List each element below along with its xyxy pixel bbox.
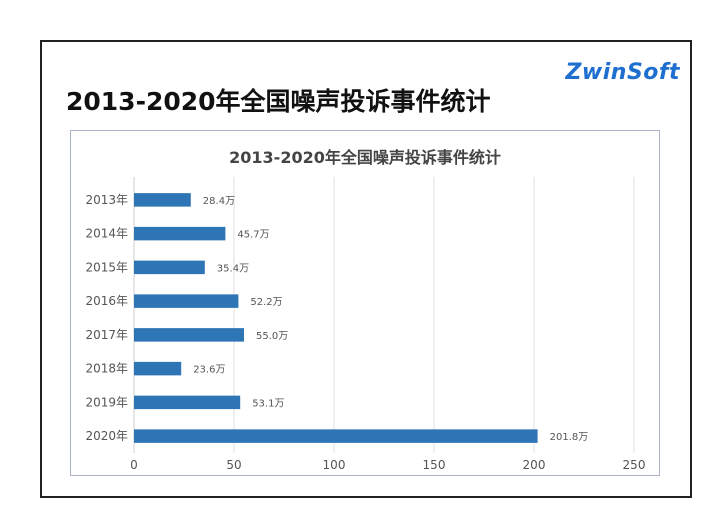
bar xyxy=(134,193,191,207)
data-label: 53.1万 xyxy=(252,398,284,409)
category-label: 2015年 xyxy=(85,260,128,274)
category-label: 2013年 xyxy=(85,193,128,207)
chart-bars xyxy=(134,193,538,443)
x-tick-label: 0 xyxy=(130,458,138,472)
chart-grid xyxy=(133,177,635,453)
zwinsoft-logo: ZwinSoft xyxy=(565,60,680,85)
x-tick-label: 150 xyxy=(423,458,446,472)
x-tick-label: 100 xyxy=(323,458,346,472)
category-label: 2014年 xyxy=(85,227,128,241)
data-label: 55.0万 xyxy=(256,331,288,342)
data-label: 201.8万 xyxy=(550,432,589,443)
category-label: 2017年 xyxy=(85,328,128,342)
data-label: 28.4万 xyxy=(203,196,235,207)
chart-title: 2013-2020年全国噪声投诉事件统计 xyxy=(229,148,501,167)
x-tick-label: 200 xyxy=(523,458,546,472)
category-label: 2020年 xyxy=(85,429,128,443)
data-label: 45.7万 xyxy=(237,230,269,241)
bar-chart: 2013-2020年全国噪声投诉事件统计 2013年 2014年 2015年 2016… xyxy=(85,148,645,472)
bar xyxy=(134,395,241,410)
data-label: 52.2万 xyxy=(250,297,282,308)
slide: 2013-2020年全国噪声投诉事件统计 ZwinSoft 2013-2020年… xyxy=(40,40,692,498)
data-label: 23.6万 xyxy=(193,365,225,376)
slide-title: 2013-2020年全国噪声投诉事件统计 xyxy=(66,87,491,116)
category-label: 2016年 xyxy=(85,294,128,308)
x-tick-label: 250 xyxy=(623,458,646,472)
bar xyxy=(134,429,538,443)
bar xyxy=(134,260,205,275)
category-label: 2019年 xyxy=(85,395,128,409)
bar xyxy=(134,226,226,241)
chart-frame: 2013-2020年全国噪声投诉事件统计 2013年 2014年 2015年 2016… xyxy=(70,130,660,476)
category-axis: 2013年 2014年 2015年 2016年 2017年 2018年 2019年 2020年 xyxy=(85,193,128,443)
bar xyxy=(134,328,244,342)
bar xyxy=(134,294,239,308)
data-label: 35.4万 xyxy=(217,263,249,274)
x-tick-label: 50 xyxy=(226,458,241,472)
category-label: 2018年 xyxy=(85,362,128,376)
data-labels: 28.4万 45.7万 35.4万 52.2万 55.0万 23.6万 53.1万 201.8… xyxy=(193,196,588,443)
value-axis: 0 50 100 150 200 250 xyxy=(130,458,645,472)
logo-text: ZwinSoft xyxy=(565,60,680,85)
bar xyxy=(134,361,182,376)
